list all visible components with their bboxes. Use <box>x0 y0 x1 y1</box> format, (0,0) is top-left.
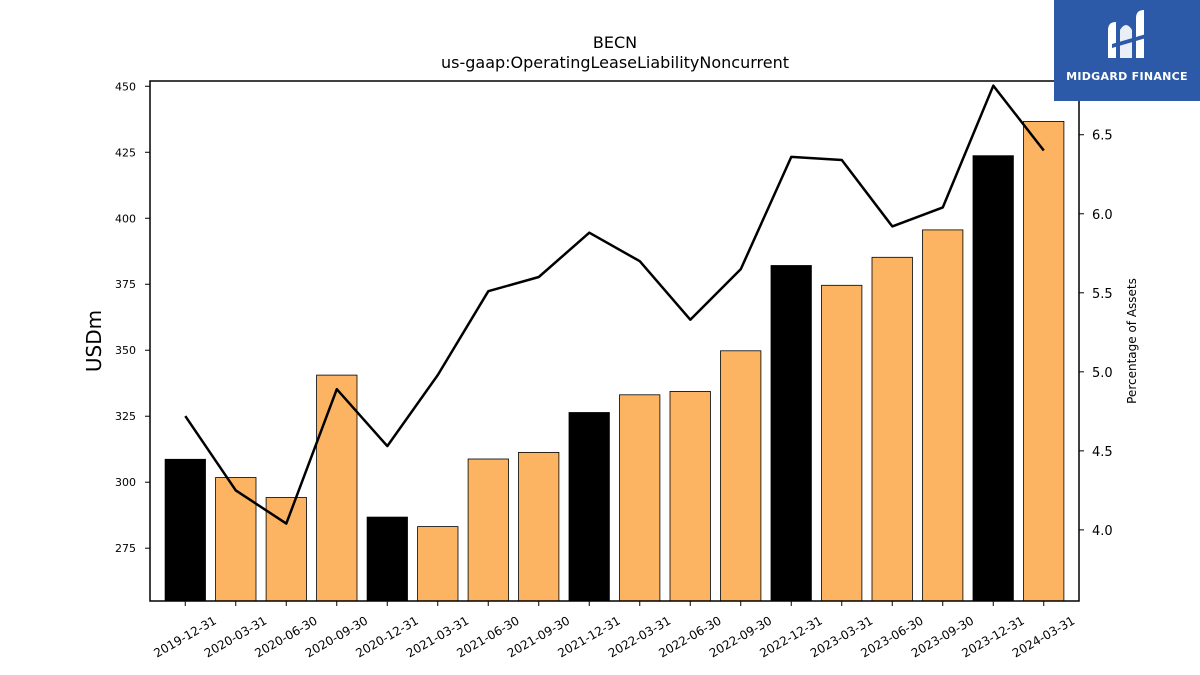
bar-2020-03-31 <box>215 477 257 602</box>
brand-logo: MIDGARD FINANCE <box>1054 0 1200 101</box>
bar-2023-09-30 <box>922 229 964 602</box>
bar-2020-12-31 <box>366 516 408 602</box>
y-tick-label: 325 <box>115 410 136 423</box>
y-axis-left: 275 300 325 350 375 400 425 450 <box>115 80 150 555</box>
percentage-line <box>184 84 1045 525</box>
chart-subtitle: us-gaap:OperatingLeaseLiabilityNoncurren… <box>441 53 789 72</box>
bar-2023-12-31 <box>972 155 1014 602</box>
bar-2021-12-31 <box>568 412 610 602</box>
bar-2022-12-31 <box>770 265 812 602</box>
y2-tick-label: 5.0 <box>1092 366 1113 381</box>
y-axis-label: USDm <box>82 310 106 372</box>
bar-2023-06-30 <box>871 256 913 602</box>
y-axis-right: 4.0 4.5 5.0 5.5 6.0 6.5 <box>1079 129 1113 539</box>
bar-2020-09-30 <box>316 374 358 602</box>
y2-tick-label: 6.0 <box>1092 208 1113 223</box>
y2-tick-label: 5.5 <box>1092 287 1113 302</box>
bar-2021-09-30 <box>518 451 560 602</box>
logo-text: MIDGARD FINANCE <box>1066 70 1188 83</box>
y2-tick-label: 4.5 <box>1092 445 1113 460</box>
bar-2021-06-30 <box>467 458 509 602</box>
bar-series <box>164 121 1065 602</box>
line-series <box>184 84 1045 525</box>
y-tick-label: 275 <box>115 542 136 555</box>
chart-title: BECN <box>593 33 637 52</box>
bar-2022-03-31 <box>619 394 661 602</box>
y-tick-label: 425 <box>115 146 136 159</box>
y2-axis-label: Percentage of Assets <box>1125 278 1139 404</box>
y-tick-label: 400 <box>115 212 136 225</box>
bar-2024-03-31 <box>1023 121 1065 602</box>
y2-tick-label: 4.0 <box>1092 524 1113 539</box>
plot-frame <box>149 80 1080 602</box>
bar-2022-09-30 <box>720 350 762 602</box>
y-tick-label: 450 <box>115 80 136 93</box>
y-tick-label: 350 <box>115 344 136 357</box>
bar-2022-06-30 <box>669 390 711 602</box>
y-tick-label: 375 <box>115 278 136 291</box>
bar-2023-03-31 <box>821 284 863 602</box>
bar-2021-03-31 <box>417 526 459 602</box>
y2-tick-label: 6.5 <box>1092 129 1113 144</box>
x-axis: 2019-12-312020-03-312020-06-302020-09-30… <box>151 601 1077 660</box>
y-tick-label: 300 <box>115 476 136 489</box>
bar-2019-12-31 <box>164 458 206 602</box>
logo-mark-icon <box>1108 10 1146 58</box>
